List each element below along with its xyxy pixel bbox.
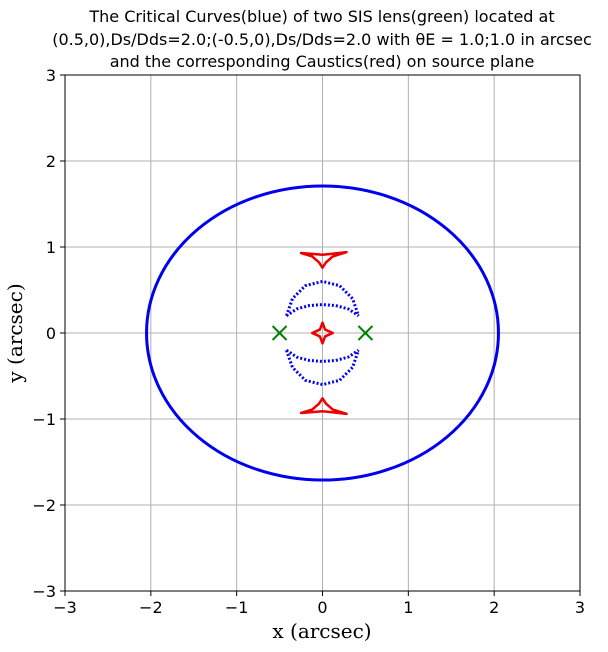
x-axis-label: x (arcsec): [272, 619, 371, 643]
critical-curve-inner-arc: [285, 303, 360, 318]
plot-frame: [64, 74, 581, 592]
critical-curve-inner-arc: [285, 348, 360, 363]
y-tick-label: −3: [32, 582, 56, 601]
x-tick-label: 3: [575, 598, 585, 617]
plot-area: [145, 184, 500, 482]
x-tick-label: −2: [139, 598, 163, 617]
y-tick-label: −1: [32, 410, 56, 429]
y-tick-label: 0: [46, 324, 56, 343]
lens-marker-stroke: [271, 325, 288, 341]
chart-title: The Critical Curves(blue) of two SIS len…: [52, 7, 592, 71]
y-tick-label: 2: [46, 152, 56, 171]
lens-marker: [357, 325, 374, 341]
caustic-center: [310, 321, 335, 345]
caustic-upper: [299, 250, 348, 269]
x-tick-label: 1: [403, 598, 413, 617]
axes-ticks: −3 −2 −1 0 1 2 3 −3 −2 −1 0 1 2 3: [32, 66, 585, 617]
x-tick-label: 2: [489, 598, 499, 617]
grid: [64, 74, 581, 592]
lens-marker: [271, 325, 288, 341]
critical-curve-outer: [145, 184, 500, 482]
y-tick-label: 1: [46, 238, 56, 257]
y-axis-label: y (arcsec): [3, 283, 27, 383]
x-tick-label: 0: [317, 598, 327, 617]
y-tick-label: 3: [46, 66, 56, 85]
chart-title-line-2: (0.5,0),Ds/Dds=2.0;(-0.5,0),Ds/Dds=2.0 w…: [52, 30, 592, 49]
lens-marker-stroke: [357, 325, 374, 341]
caustic-lower: [299, 397, 348, 416]
y-tick-label: −2: [32, 496, 56, 515]
x-tick-label: −3: [53, 598, 77, 617]
chart-title-line-3: and the corresponding Caustics(red) on s…: [110, 52, 535, 71]
chart-title-line-1: The Critical Curves(blue) of two SIS len…: [88, 7, 554, 26]
x-tick-label: −1: [225, 598, 249, 617]
